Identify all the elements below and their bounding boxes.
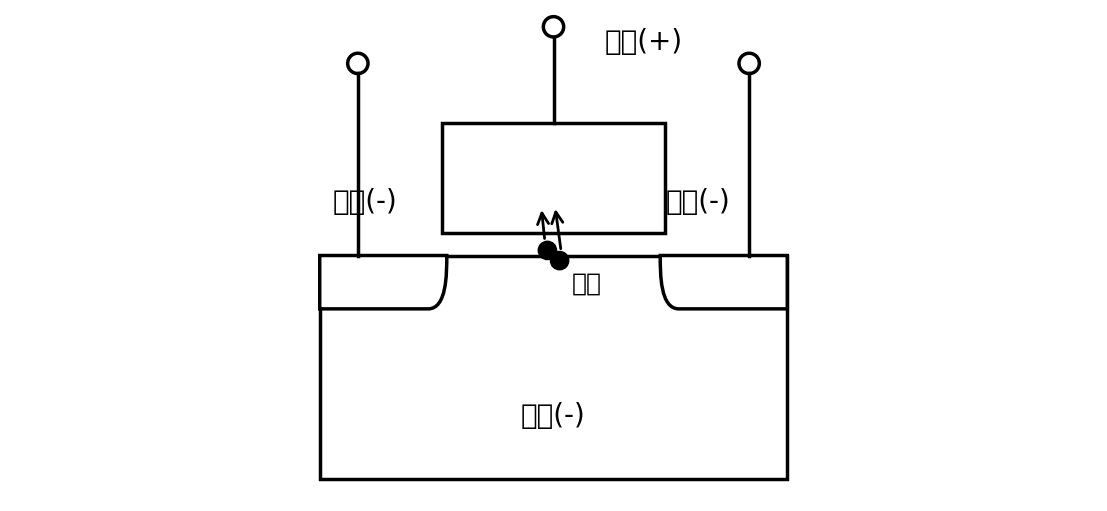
Bar <box>320 256 787 479</box>
Text: 漏极(-): 漏极(-) <box>665 188 730 216</box>
PathPatch shape <box>320 256 447 309</box>
Circle shape <box>550 251 569 270</box>
PathPatch shape <box>660 256 787 309</box>
Text: 源极(-): 源极(-) <box>332 188 397 216</box>
Text: 栊极(+): 栊极(+) <box>604 28 682 56</box>
Text: 电子: 电子 <box>571 271 601 295</box>
Circle shape <box>538 241 557 260</box>
Text: 衬底(-): 衬底(-) <box>521 402 586 430</box>
Bar <box>442 123 665 233</box>
